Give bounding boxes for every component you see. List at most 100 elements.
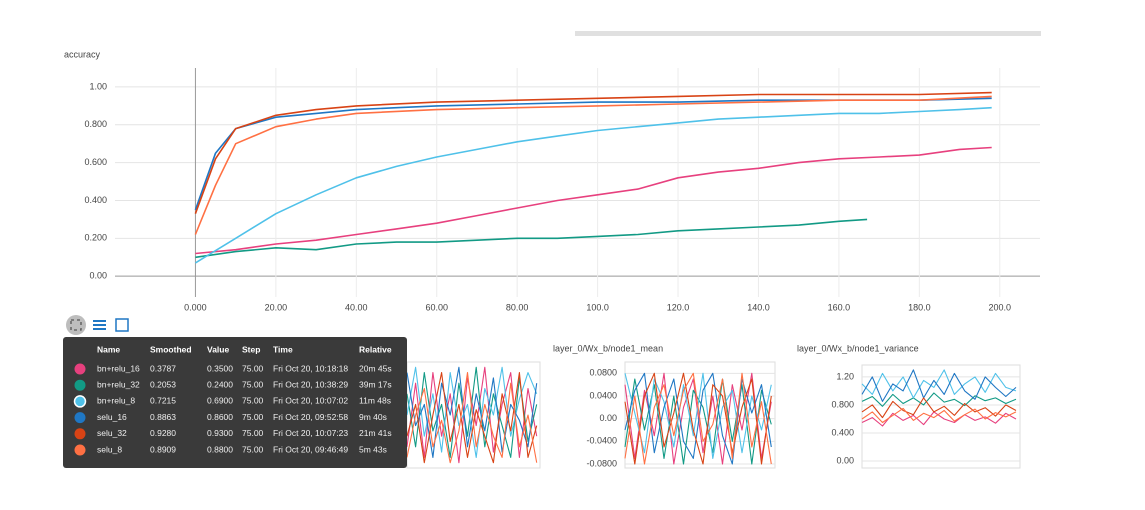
x-tick-label: 160.0 xyxy=(828,302,851,312)
run-swatch xyxy=(74,428,86,440)
tooltip-cell: Fri Oct 20, 09:46:49 xyxy=(273,444,348,454)
run-swatch xyxy=(74,444,86,456)
series-line xyxy=(624,372,772,465)
y-tick-label: 0.400 xyxy=(831,427,854,437)
x-tick-label: 180.0 xyxy=(908,302,931,312)
tooltip-cell: 0.8909 xyxy=(150,444,176,454)
tooltip-cell: bn+relu_8 xyxy=(97,396,135,406)
series-line xyxy=(861,392,1017,407)
series-line xyxy=(195,146,992,255)
tooltip-cell: Fri Oct 20, 10:07:23 xyxy=(273,428,348,438)
tooltip-cell: 9m 40s xyxy=(359,412,387,422)
tooltip-background xyxy=(63,337,407,468)
series-line xyxy=(406,372,538,464)
y-tick-label: -0.0800 xyxy=(586,458,617,468)
tooltip-cell: 0.6900 xyxy=(207,396,233,406)
x-tick-label: 40.00 xyxy=(345,302,368,312)
icon-bar xyxy=(93,320,106,322)
tooltip-cell: 0.3787 xyxy=(150,363,176,373)
run-swatch xyxy=(74,379,86,391)
expand-button[interactable] xyxy=(115,318,129,332)
column-header: Smoothed xyxy=(150,344,192,354)
x-tick-label: 80.00 xyxy=(506,302,529,312)
series-line xyxy=(861,369,1017,402)
tooltip-cell: 75.00 xyxy=(242,412,264,422)
fit-icon xyxy=(70,319,82,331)
tooltip-cell: 75.00 xyxy=(242,379,264,389)
tooltip-cell: 75.00 xyxy=(242,444,264,454)
run-swatch xyxy=(74,412,86,424)
series-line xyxy=(861,411,1017,427)
fit-domain-button[interactable] xyxy=(66,315,86,335)
tooltip-cell: 0.7215 xyxy=(150,396,176,406)
tooltip-cell: selu_32 xyxy=(97,428,127,438)
tooltip-cell: Fri Oct 20, 10:07:02 xyxy=(273,396,348,406)
series-line xyxy=(624,372,772,465)
icon-bar xyxy=(93,328,106,330)
column-header: Name xyxy=(97,344,120,354)
tooltip-cell: Fri Oct 20, 10:18:18 xyxy=(273,363,348,373)
tooltip-cell: 0.9280 xyxy=(150,428,176,438)
x-tick-label: 100.0 xyxy=(586,302,609,312)
series-line xyxy=(194,95,992,235)
tooltip-cell: bn+relu_32 xyxy=(97,379,140,389)
data-selection-button[interactable] xyxy=(93,320,106,330)
series-line xyxy=(194,106,992,264)
tooltip-cell: 0.8863 xyxy=(150,412,176,422)
y-tick-label: 1.20 xyxy=(836,371,854,381)
y-tick-label: 0.0400 xyxy=(589,390,617,400)
x-tick-label: 0.000 xyxy=(184,302,207,312)
tooltip-cell: 39m 17s xyxy=(359,379,392,389)
y-tick-label: 0.800 xyxy=(831,399,854,409)
y-tick-label: 0.00 xyxy=(89,271,107,281)
y-tick-label: 0.00 xyxy=(836,455,854,465)
x-tick-label: 60.00 xyxy=(425,302,448,312)
chart-title: layer_0/Wx_b/node1_mean xyxy=(553,343,663,353)
tooltip-cell: 0.3500 xyxy=(207,363,233,373)
charts: 0.00 0.200 0.400 0.600 0.800 1.00 0.000 20.00 40… xyxy=(84,68,1040,469)
chart-title: accuracy xyxy=(64,49,101,59)
tooltip-cell: selu_16 xyxy=(97,412,127,422)
tooltip-cell: selu_8 xyxy=(97,444,122,454)
x-tick-label: 200.0 xyxy=(989,302,1012,312)
tooltip-cell: 0.9300 xyxy=(207,428,233,438)
series-line xyxy=(861,407,1017,424)
series-line xyxy=(624,372,772,465)
tooltip-cell: 0.2053 xyxy=(150,379,176,389)
series-line xyxy=(194,91,992,214)
tooltip-cell: bn+relu_16 xyxy=(97,363,140,373)
y-tick-label: 0.600 xyxy=(84,157,107,167)
column-header: Relative xyxy=(359,344,392,354)
tooltip-cell: 20m 45s xyxy=(359,363,392,373)
tooltip-cell: 21m 41s xyxy=(359,428,392,438)
y-tick-label: 0.0800 xyxy=(589,368,617,378)
x-tick-label: 20.00 xyxy=(265,302,288,312)
tooltip-cell: 75.00 xyxy=(242,396,264,406)
tooltip-cell: 0.2400 xyxy=(207,379,233,389)
series-line xyxy=(406,372,538,464)
tooltip-cell: 75.00 xyxy=(242,363,264,373)
y-tick-label: 0.800 xyxy=(84,119,107,129)
run-swatch xyxy=(73,395,87,408)
tooltip: Name Smoothed Value Step Time Relative bn+relu… xyxy=(63,337,407,468)
tooltip-cell: 11m 48s xyxy=(359,396,391,406)
column-header: Time xyxy=(273,344,293,354)
y-tick-label: 0.400 xyxy=(84,195,107,205)
toolbar xyxy=(66,315,129,335)
y-tick-label: -0.0400 xyxy=(586,436,617,446)
tooltip-cell: Fri Oct 20, 10:38:29 xyxy=(273,379,348,389)
y-tick-label: 1.00 xyxy=(89,81,107,91)
x-tick-label: 140.0 xyxy=(747,302,770,312)
chart-title: layer_0/Wx_b/node1_variance xyxy=(797,343,919,353)
progress-bar xyxy=(575,31,1041,36)
y-tick-label: 0.200 xyxy=(84,233,107,243)
run-swatch xyxy=(74,363,86,375)
icon-bar xyxy=(93,324,106,326)
tooltip-cell: Fri Oct 20, 09:52:58 xyxy=(273,412,348,422)
series-line xyxy=(195,218,868,259)
y-tick-label: 0.00 xyxy=(599,413,617,423)
tooltip-cell: 0.8600 xyxy=(207,412,233,422)
column-header: Value xyxy=(207,344,229,354)
tooltip-cell: 75.00 xyxy=(242,428,264,438)
